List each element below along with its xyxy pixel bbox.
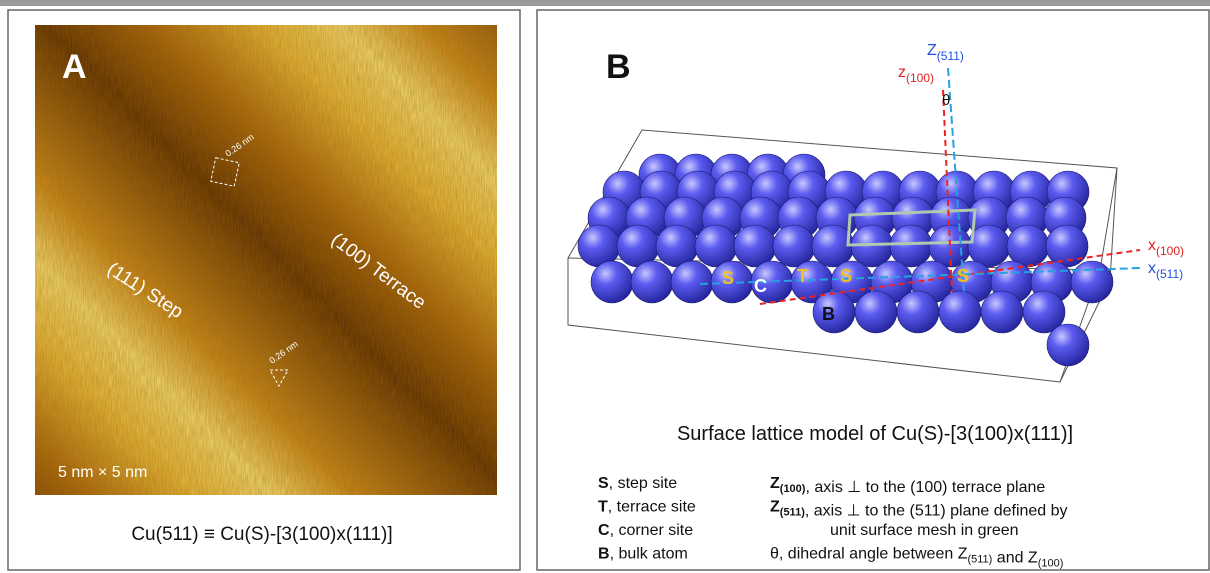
atom xyxy=(578,225,620,267)
legend-definition: unit surface mesh in green xyxy=(830,522,1019,539)
atom xyxy=(981,291,1023,333)
theta-label: θ xyxy=(942,92,950,109)
atom xyxy=(656,225,698,267)
atom xyxy=(734,225,776,267)
def-text: θ, dihedral angle between Z xyxy=(770,546,968,563)
def-sub: (511) xyxy=(967,554,992,566)
site-label: S xyxy=(722,268,734,288)
scan-size: 5 nm × 5 nm xyxy=(58,464,147,481)
legend-site: B, bulk atom xyxy=(598,546,688,563)
legend-site: S, step site xyxy=(598,475,677,492)
atom xyxy=(695,225,737,267)
atom xyxy=(631,261,673,303)
site-label: S xyxy=(840,266,852,286)
def-text: , axis ⊥ to the (511) plane defined by xyxy=(805,503,1068,520)
figure: A 0.26 nm 0.26 nm (100) Terrace (111) St… xyxy=(0,0,1210,573)
site-label: S xyxy=(957,266,969,286)
legend-definition: Z(100), axis ⊥ to the (100) terrace plan… xyxy=(770,475,1045,496)
def-symbol: Z xyxy=(770,499,780,516)
site-label: B xyxy=(822,304,835,324)
panel-label: B xyxy=(606,48,631,86)
atom xyxy=(1047,324,1089,366)
atom xyxy=(671,261,713,303)
site-text: , step site xyxy=(609,475,678,492)
def-sub: (100) xyxy=(1038,558,1064,570)
atom xyxy=(617,225,659,267)
legend-site: T, terrace site xyxy=(598,499,696,516)
panel-label: A xyxy=(62,48,87,86)
site-symbol: C xyxy=(598,522,610,539)
panel-a: A 0.26 nm 0.26 nm (100) Terrace (111) St… xyxy=(35,25,497,545)
site-symbol: T xyxy=(598,499,608,516)
atom xyxy=(1071,261,1113,303)
atom xyxy=(890,225,932,267)
atom xyxy=(1007,225,1049,267)
site-symbol: B xyxy=(598,546,610,563)
def-text: unit surface mesh in green xyxy=(830,522,1019,539)
site-text: , bulk atom xyxy=(610,546,688,563)
top-bar xyxy=(0,0,1210,6)
atom xyxy=(773,225,815,267)
def-text: and Z xyxy=(992,550,1038,567)
def-text: , axis ⊥ to the (100) terrace plane xyxy=(805,479,1045,496)
site-text: , corner site xyxy=(610,522,694,539)
caption: Cu(511) ≡ Cu(S)-[3(100)x(111)] xyxy=(131,524,392,545)
def-sub: (511) xyxy=(780,507,805,519)
def-sub: (100) xyxy=(780,483,806,495)
stm-noise xyxy=(35,25,497,495)
atom xyxy=(855,291,897,333)
atom xyxy=(897,291,939,333)
site-text: , terrace site xyxy=(608,499,696,516)
caption: Surface lattice model of Cu(S)-[3(100)x(… xyxy=(677,423,1073,445)
atom xyxy=(939,291,981,333)
atom xyxy=(591,261,633,303)
site-label: T xyxy=(797,266,808,286)
def-symbol: Z xyxy=(770,475,780,492)
legend-definition: Z(511), axis ⊥ to the (511) plane define… xyxy=(770,499,1068,520)
site-label: C xyxy=(754,276,767,296)
site-symbol: S xyxy=(598,475,609,492)
legend-site: C, corner site xyxy=(598,522,693,539)
